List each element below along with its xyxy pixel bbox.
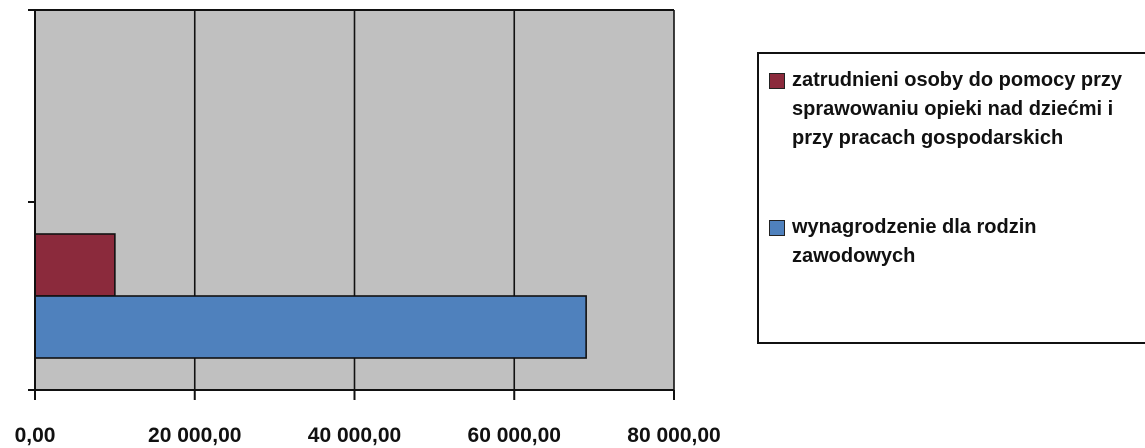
- legend-swatch-employed-helpers: [769, 73, 785, 89]
- legend-label-family-wages: wynagrodzenie dla rodzin zawodowych: [792, 216, 1037, 267]
- legend-item-employed-helpers: zatrudnieni osoby do pomocy przy sprawow…: [769, 66, 1145, 153]
- x-tick-label: 40 000,00: [307, 424, 402, 447]
- legend-item-family-wages: wynagrodzenie dla rodzin zawodowych: [769, 213, 1145, 271]
- legend-swatch-family-wages: [769, 220, 785, 236]
- x-tick-label: 60 000,00: [467, 424, 561, 447]
- bar-series-2: [34, 295, 587, 359]
- axes: [28, 9, 675, 400]
- legend-label-employed-helpers: zatrudnieni osoby do pomocy przy sprawow…: [792, 69, 1123, 149]
- x-tick-label: 0,00: [14, 424, 56, 447]
- bars: [34, 233, 587, 359]
- x-tick-label: 80 000,00: [627, 424, 721, 447]
- legend: zatrudnieni osoby do pomocy przy sprawow…: [757, 52, 1145, 344]
- bar-series-1: [34, 233, 116, 297]
- x-tick-label: 20 000,00: [148, 424, 242, 447]
